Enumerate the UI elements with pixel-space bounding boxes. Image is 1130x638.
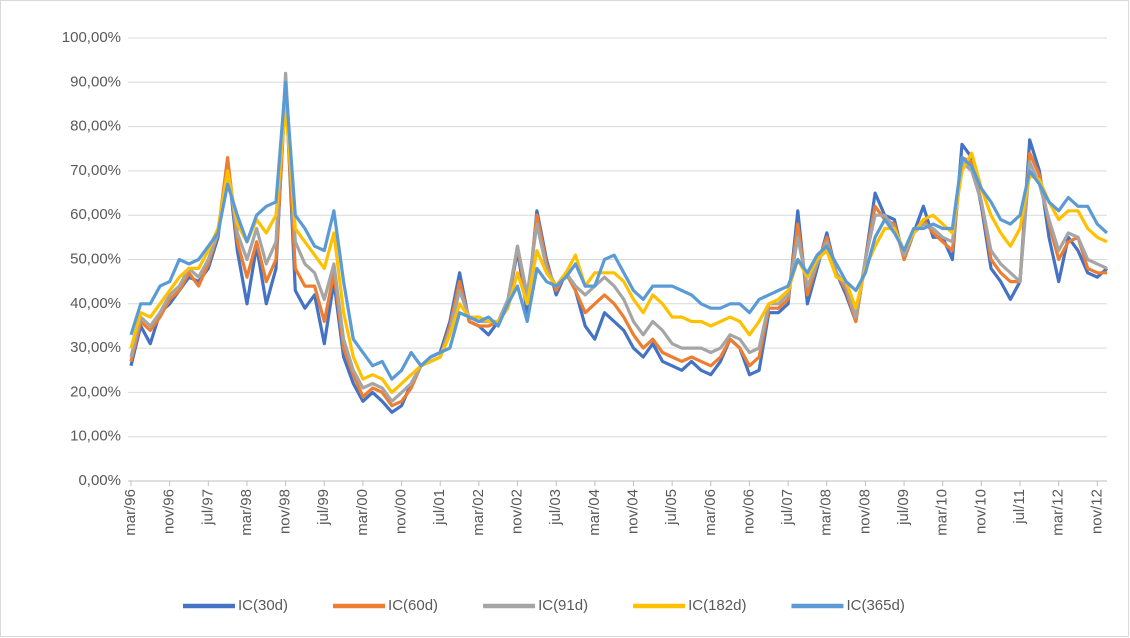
- y-tick-label: 20,00%: [70, 383, 121, 400]
- legend-label: IC(91d): [538, 597, 588, 614]
- y-tick-label: 30,00%: [70, 339, 121, 356]
- y-tick-label: 60,00%: [70, 206, 121, 223]
- x-tick-label: mar/04: [586, 489, 603, 536]
- x-tick-label: jul/03: [547, 489, 564, 526]
- x-tick-label: jul/99: [315, 489, 332, 526]
- y-tick-label: 90,00%: [70, 73, 121, 90]
- y-tick-label: 70,00%: [70, 162, 121, 179]
- y-tick-label: 10,00%: [70, 428, 121, 445]
- series-line: [129, 80, 1109, 381]
- y-tick-label: 50,00%: [70, 250, 121, 267]
- x-tick-label: nov/96: [161, 489, 178, 534]
- x-tick-label: mar/98: [238, 489, 255, 536]
- x-tick-label: nov/04: [624, 489, 641, 534]
- x-tick-label: jul/01: [431, 489, 448, 526]
- x-tick-label: mar/06: [702, 489, 719, 536]
- x-tick-label: jul/05: [663, 489, 680, 526]
- legend-label: IC(30d): [238, 597, 288, 614]
- x-tick-label: jul/09: [895, 489, 912, 526]
- x-tick-label: nov/00: [393, 489, 410, 534]
- x-tick-label: nov/06: [740, 489, 757, 534]
- x-tick-label: mar/12: [1050, 489, 1067, 536]
- x-tick-label: mar/02: [470, 489, 487, 536]
- y-tick-label: 80,00%: [70, 118, 121, 135]
- y-tick-label: 40,00%: [70, 295, 121, 312]
- x-tick-label: jul/11: [1011, 489, 1028, 525]
- x-tick-label: mar/00: [354, 489, 371, 536]
- legend-label: IC(60d): [388, 597, 438, 614]
- x-tick-label: jul/97: [199, 489, 216, 526]
- x-tick-label: mar/10: [934, 489, 951, 536]
- y-tick-label: 0,00%: [78, 472, 121, 489]
- x-tick-label: nov/12: [1088, 489, 1105, 534]
- x-tick-label: nov/10: [972, 489, 989, 534]
- y-tick-label: 100,00%: [62, 29, 121, 46]
- legend-label: IC(365d): [846, 597, 904, 614]
- x-tick-label: nov/02: [509, 489, 526, 534]
- x-tick-label: jul/07: [779, 489, 796, 526]
- x-tick-label: mar/08: [818, 489, 835, 536]
- x-tick-label: mar/96: [122, 489, 139, 536]
- legend-label: IC(182d): [688, 597, 746, 614]
- x-tick-label: nov/98: [277, 489, 294, 534]
- x-tick-label: nov/08: [856, 489, 873, 534]
